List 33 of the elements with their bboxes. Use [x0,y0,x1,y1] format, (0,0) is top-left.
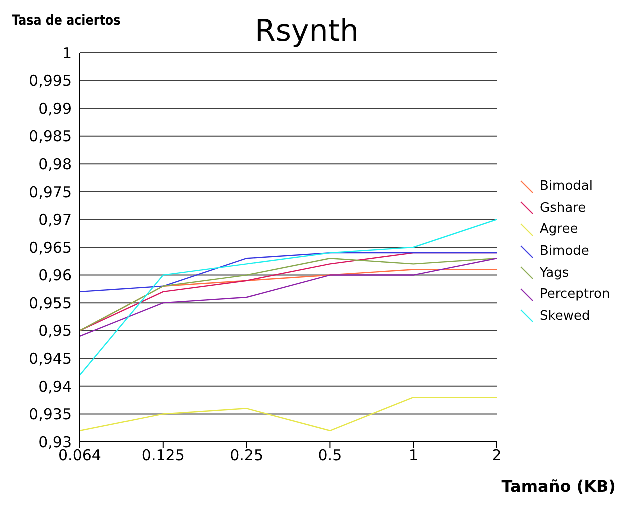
y-tick-label: 0,95 [38,322,72,340]
y-tick-label: 0,96 [38,266,72,285]
y-tick-label: 0,935 [29,406,72,424]
y-tick-label: 0,975 [29,183,72,202]
legend-label: Bimodal [540,179,593,194]
x-tick-label: 0.064 [58,446,102,465]
x-tick-label: 0.5 [318,446,342,465]
y-tick-label: 0,965 [29,238,72,257]
y-tick-label: 0,995 [29,72,72,90]
y-tick-label: 0,955 [29,294,72,312]
y-tick-label: 0,99 [38,100,72,118]
legend-label: Skewed [540,308,590,324]
x-axis-title: Tamaño (KB) [502,477,616,496]
legend-label: Agree [540,222,578,238]
legend-label: Yags [540,266,570,281]
legend-label: Gshare [540,200,586,216]
y-tick-label: 0,945 [29,350,72,368]
y-tick-label: 0,98 [38,155,72,174]
y-tick-label: 1 [62,44,72,62]
line-series [80,219,497,376]
y-tick-label: 0,94 [38,378,72,396]
y-tick-label: 0,97 [38,211,72,230]
x-tick-label: 2 [492,446,502,465]
y-axis-title: Tasa de aciertos [12,13,121,29]
y-tick-label: 0,985 [29,128,72,146]
chart-title: Rsynth [254,14,360,49]
legend-label: Bimode [540,244,590,260]
legend-label: Perceptron [540,287,610,302]
x-tick-label: 0.125 [142,446,185,465]
x-tick-label: 0.25 [230,446,264,465]
line-series [80,396,497,432]
x-tick-label: 1 [408,446,418,465]
line-series [80,252,497,293]
